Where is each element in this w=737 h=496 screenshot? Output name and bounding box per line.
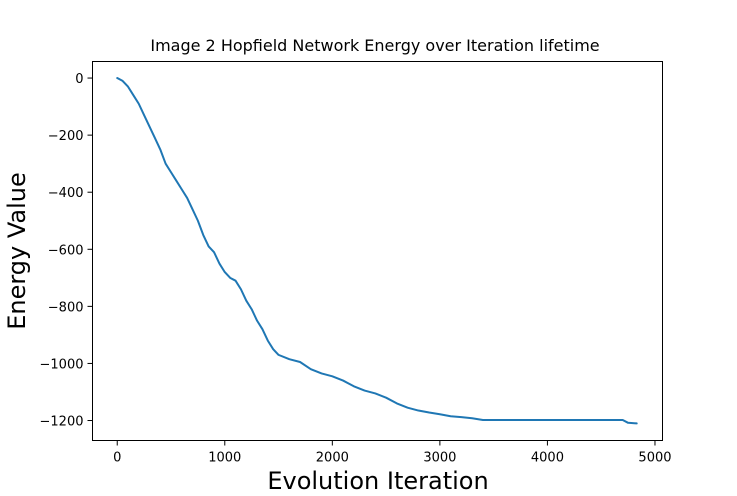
x-axis: 0 1000 2000 3000 4000 5000 (113, 440, 672, 466)
x-tick-label: 1000 (208, 451, 241, 466)
y-axis: 0 −200 −400 −600 −800 −1000 −1200 (40, 72, 93, 430)
x-tick-label: 2000 (316, 451, 349, 466)
y-tick-label: −1000 (40, 357, 84, 372)
plot-frame (92, 61, 663, 441)
x-tick-label: 5000 (638, 451, 671, 466)
x-tick-label: 3000 (423, 451, 456, 466)
y-axis-label: Energy Value (3, 172, 31, 330)
y-tick-label: −400 (48, 186, 84, 201)
x-axis-label: Evolution Iteration (267, 467, 488, 495)
y-tick-label: −1200 (40, 415, 84, 430)
x-tick-label: 0 (113, 451, 121, 466)
chart-title: Image 2 Hopfield Network Energy over Ite… (150, 36, 599, 55)
y-tick-label: −200 (48, 129, 84, 144)
energy-line (116, 77, 638, 425)
y-tick-label: 0 (75, 72, 83, 87)
y-tick-label: −800 (48, 300, 84, 315)
x-tick-label: 4000 (531, 451, 564, 466)
y-tick-label: −600 (48, 243, 84, 258)
